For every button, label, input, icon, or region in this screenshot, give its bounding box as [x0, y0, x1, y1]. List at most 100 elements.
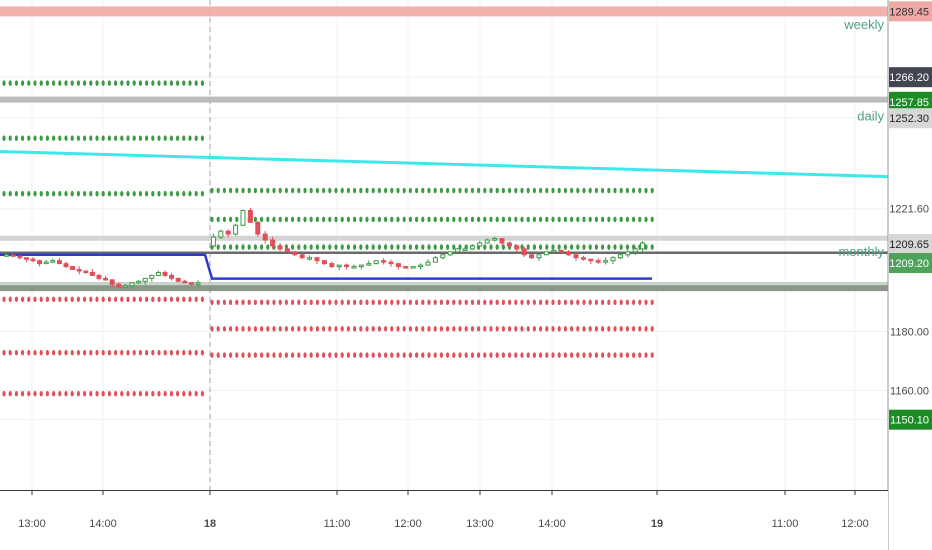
candle-body [43, 261, 49, 265]
candle-body [617, 254, 623, 259]
pivot-dot [446, 187, 450, 194]
pivot-dot [396, 326, 400, 332]
pivot-dot [21, 349, 25, 356]
pivot-dot [58, 190, 62, 197]
pivot-dot [532, 187, 537, 194]
pivot-dot [151, 296, 155, 303]
pivot-dot [384, 244, 388, 250]
candle-body [373, 260, 379, 265]
pivot-dot [303, 326, 307, 332]
pivot-dot [83, 390, 87, 397]
pivot-dot [644, 326, 648, 332]
pivot-dot [272, 187, 276, 194]
pivot-dot [216, 352, 220, 358]
pivot-dot [95, 296, 99, 303]
pivot-dot [188, 190, 192, 197]
time-axis[interactable]: 13:00 14:00 18 11:00 12:00 13:00 14:00 19 11:00 1… [0, 490, 888, 550]
pivot-dot [415, 244, 419, 250]
price-tag: 1180.00 [890, 326, 929, 338]
time-tick-label: 14:00 [538, 518, 566, 530]
pivot-dot [297, 299, 301, 306]
candle-body [543, 251, 549, 256]
pivot-dot [625, 187, 630, 194]
pivot-dot [582, 216, 586, 223]
pivot-dot [64, 390, 68, 397]
pivot-dot [501, 299, 505, 306]
pivot-dot [89, 190, 93, 197]
pivot-dot [377, 216, 381, 223]
time-tick-label: 13:00 [18, 518, 46, 530]
pivot-dot [210, 187, 214, 194]
pivot-dot [632, 216, 636, 223]
pivot-dot [489, 299, 493, 306]
pivot-dot [607, 187, 611, 194]
pivot-dot [241, 244, 245, 250]
pivot-dot [607, 326, 611, 332]
pivot-dot [477, 299, 481, 306]
pivot-dot [334, 187, 338, 194]
pivot-dot [439, 299, 443, 306]
pivot-dot [157, 80, 161, 86]
pivot-dot [52, 190, 56, 197]
pivot-dot [303, 299, 307, 306]
candle-body [37, 260, 43, 265]
candle-body [506, 242, 512, 247]
pivot-dot [120, 135, 124, 141]
pivot-dot [526, 244, 530, 250]
pivot-dot [396, 187, 400, 194]
candle-body [536, 254, 542, 259]
pivot-dot [107, 80, 111, 86]
pivot-dot [76, 135, 80, 141]
pivot-dot [619, 326, 623, 332]
pivot-dot [176, 349, 180, 356]
pivot-dot [126, 349, 130, 356]
pivot-dot [58, 390, 62, 397]
pivot-dot [377, 326, 381, 332]
pivot-dot [594, 216, 599, 223]
candle-body [56, 260, 62, 265]
price-axis-bg [888, 0, 932, 550]
pivot-dot [95, 135, 99, 141]
pivot-dot [601, 352, 605, 358]
price-axis[interactable]: 1266.20 1257.85 1252.30 1221.60 1209.65 1209.… [887, 0, 932, 550]
candle-body [76, 269, 82, 272]
pivot-dot [272, 299, 276, 306]
pivot-dot [200, 349, 204, 356]
pivot-dots [2, 80, 654, 397]
pivot-dot [210, 326, 214, 332]
pivot-dot [365, 299, 369, 306]
pivot-dot [458, 299, 462, 306]
pivot-dot [458, 326, 462, 332]
pivot-dot [278, 326, 282, 332]
candle-body [640, 242, 646, 250]
pivot-dot [371, 187, 375, 194]
pivot-dot [145, 190, 149, 197]
pivot-dot [284, 216, 288, 223]
pivot-dot [619, 187, 623, 194]
pivot-dot [446, 244, 450, 250]
candle-body [195, 282, 201, 285]
pivot-dot [157, 349, 161, 356]
candle-body [566, 251, 572, 256]
pivot-dot [101, 190, 105, 197]
pivot-dot [520, 187, 524, 194]
price-tag-bg [889, 234, 932, 254]
pivot-dot [576, 216, 580, 223]
pivot-dot [151, 190, 155, 197]
pivot-dot [64, 296, 68, 303]
pivot-dot [650, 216, 654, 223]
pivot-dot [427, 244, 431, 250]
pivot-dot [272, 352, 276, 358]
pivot-dot [8, 349, 12, 356]
pivot-dot [576, 299, 580, 306]
pivot-dot [247, 244, 251, 250]
candle-body [514, 245, 520, 250]
pivot-dot [464, 352, 468, 358]
pivot-dot [70, 390, 74, 397]
price-tag: 1252.30 [889, 108, 932, 129]
pivot-dot [359, 187, 363, 194]
pivot-dot [458, 216, 462, 223]
candle-body [477, 242, 483, 247]
candle-body [299, 254, 305, 259]
